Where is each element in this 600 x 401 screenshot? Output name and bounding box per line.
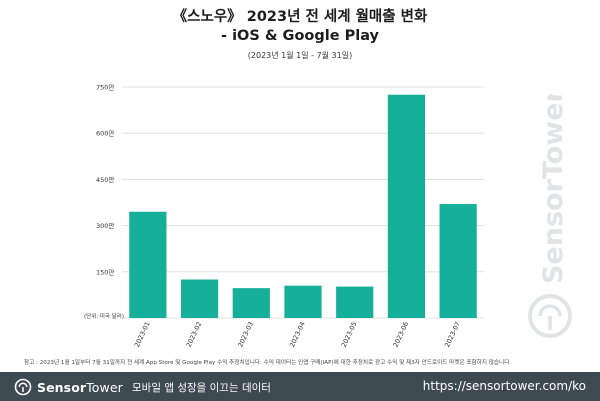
footnote: 참고 : 2023년 1월 1일부터 7월 31일까지 전 세계 App Sto…	[24, 360, 512, 366]
x-tick-label: 2023-02	[185, 320, 204, 348]
watermark-text: SensorTower	[538, 94, 569, 284]
x-tick-label: 2023-04	[288, 320, 307, 348]
bar-2023-06	[387, 94, 426, 318]
x-axis-ticks: 2023-01 2023-02 2023-03 2023-04 2023-05 2023-…	[133, 320, 462, 348]
bar-2023-03	[232, 288, 270, 318]
y-tick-label: 300만	[96, 221, 114, 230]
footer-brand-bold: Sensor	[37, 379, 87, 395]
y-axis-ticks: 150만 300만 450만 600만 750만	[96, 83, 114, 277]
unit-note: (단위: 미국 달러)	[84, 312, 124, 320]
footer-url[interactable]: https://sensortower.com/ko	[422, 379, 586, 393]
footer-bar: SensorTower 모바일 앱 성장을 이끄는 데이터 https://se…	[0, 372, 600, 401]
bar-2023-04	[284, 285, 322, 318]
chart-title: 《스노우》 2023년 전 세계 월매출 변화	[172, 9, 428, 25]
bars	[129, 94, 477, 318]
y-tick-label: 450만	[96, 175, 114, 184]
footer-brand-name: SensorTower	[37, 380, 123, 395]
sensor-tower-logo-icon	[528, 294, 572, 338]
y-tick-label: 600만	[96, 129, 114, 138]
footer-brand: SensorTower	[14, 378, 123, 396]
gridlines	[122, 86, 484, 319]
x-tick-label: 2023-05	[340, 320, 359, 348]
x-tick-label: 2023-03	[236, 320, 255, 348]
bar-2023-05	[336, 286, 374, 318]
x-tick-label: 2023-07	[443, 320, 462, 348]
chart-subtitle: (2023년 1월 1일 - 7월 31일)	[247, 51, 353, 60]
footer-slogan: 모바일 앱 성장을 이끄는 데이터	[132, 382, 271, 394]
bar-2023-02	[180, 279, 219, 318]
y-tick-label: 150만	[96, 267, 114, 276]
bar-2023-01	[129, 211, 167, 318]
sensor-tower-watermark: SensorTower	[518, 88, 582, 344]
chart-title-block: 《스노우》 2023년 전 세계 월매출 변화 - iOS & Google P…	[0, 8, 600, 63]
sensor-tower-logo-icon	[14, 378, 32, 396]
footer-brand-light: Tower	[86, 379, 123, 395]
y-tick-label: 750만	[96, 83, 114, 92]
x-tick-label: 2023-01	[133, 320, 152, 348]
bar-2023-07	[439, 204, 477, 318]
chart-title-platforms: - iOS & Google Play	[221, 28, 379, 44]
x-tick-label: 2023-06	[392, 320, 411, 348]
